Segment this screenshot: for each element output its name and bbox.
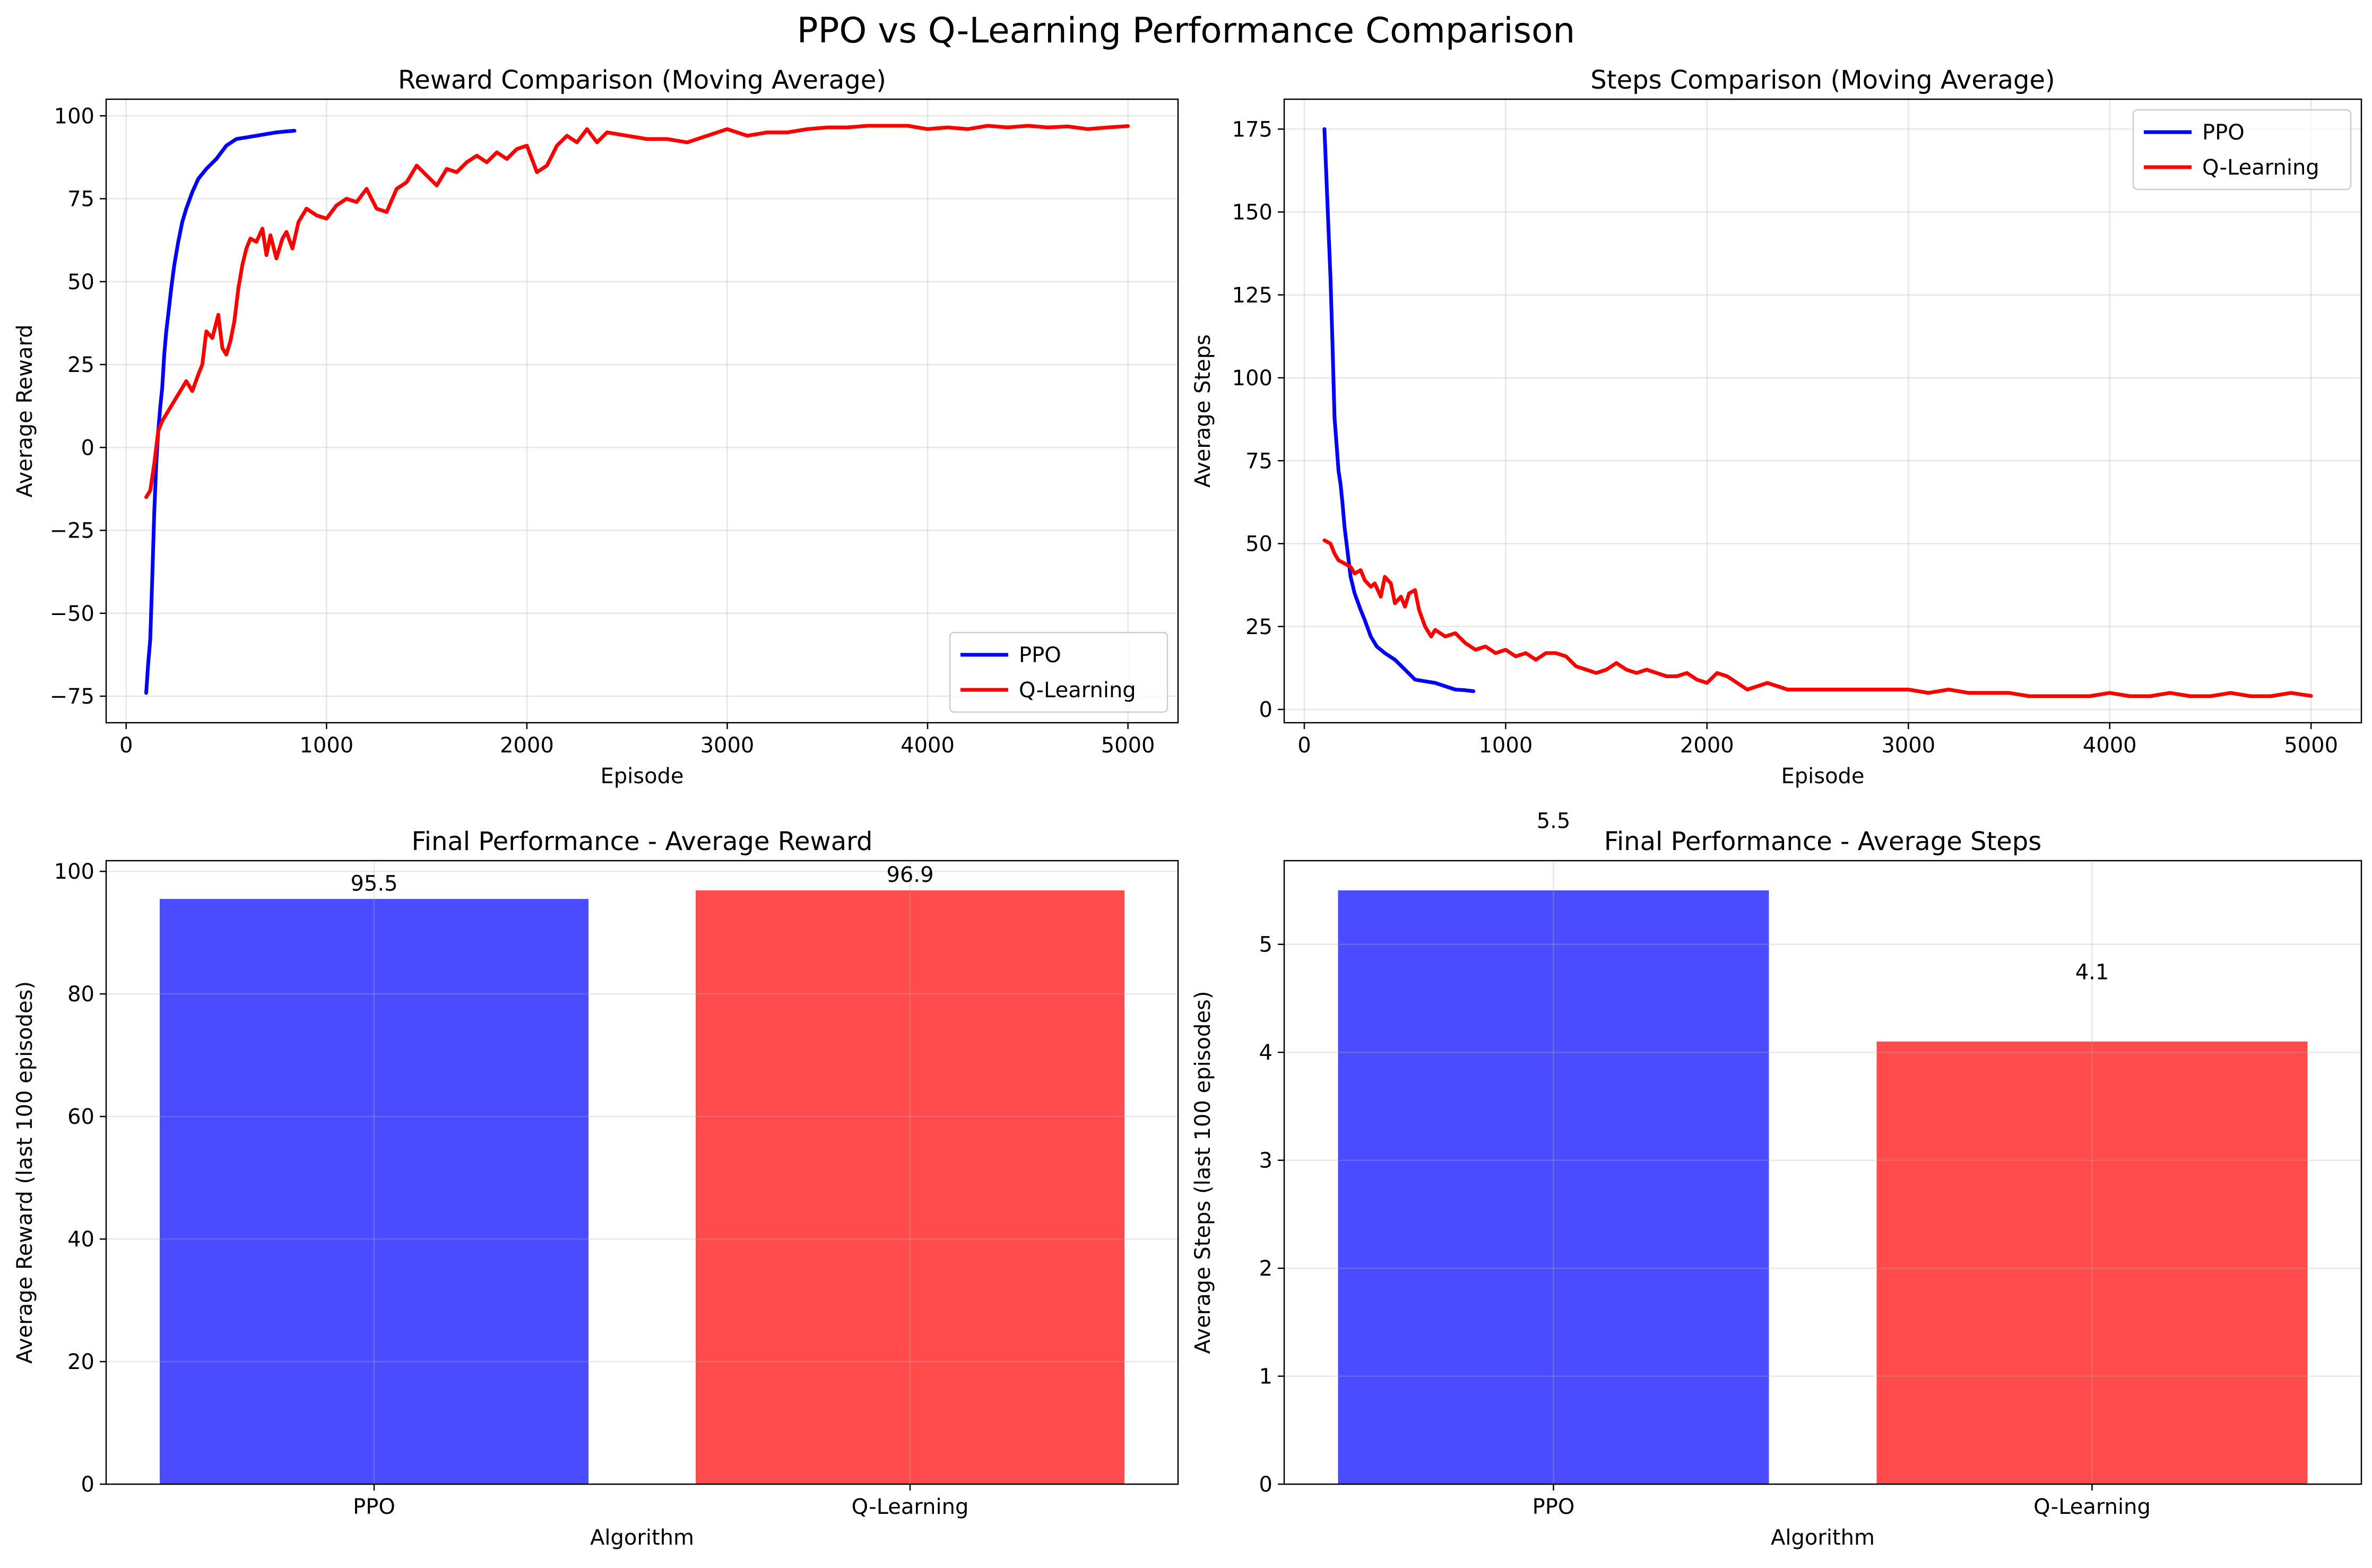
y-tick-label: 4 [1259,1041,1272,1065]
x-axis-label: Algorithm [1771,1526,1875,1550]
legend-frame [949,631,1168,713]
y-tick-label: 1 [1259,1365,1272,1389]
x-axis-label: Episode [600,764,683,789]
x-tick-label: 3000 [1881,733,1935,758]
figure-suptitle: PPO vs Q-Learning Performance Comparison [797,10,1575,51]
x-tick-label: 1000 [299,733,353,758]
y-axis-label: Average Steps [1191,334,1215,488]
bar-ppo [160,899,588,1484]
bar-value-label: 5.5 [1537,809,1571,833]
y-tick-label: 75 [67,187,94,212]
bar-q-learning [696,890,1124,1484]
x-tick-label: 5000 [2284,733,2338,758]
y-tick-label: 125 [1232,283,1272,308]
axes-frame [105,98,1179,724]
series-line-ppo [1322,127,1476,694]
axes-frame [105,860,1179,1485]
y-tick-label: 25 [67,353,94,377]
y-tick-label: 75 [1245,449,1272,473]
y-tick-label: 50 [1245,532,1272,557]
x-tick-label: 0 [119,733,133,758]
y-axis-label: Average Reward [13,325,37,498]
legend-label: PPO [1019,643,1061,668]
x-tick-label: 0 [1297,733,1311,758]
series-line-q-learning [144,124,1130,499]
y-tick-label: 0 [81,436,94,460]
y-tick-label: 3 [1259,1149,1272,1173]
y-tick-label: 60 [67,1105,94,1129]
bar-q-learning [1876,1041,2308,1484]
x-tick-label: 1000 [1478,733,1533,758]
y-tick-label: 25 [1245,615,1272,639]
x-tick-label: Q-Learning [2033,1495,2151,1519]
bar-value-label: 4.1 [2075,960,2109,984]
y-tick-label: 50 [67,270,94,294]
x-tick-label: 2000 [500,733,554,758]
legend-label: Q-Learning [1019,678,1136,703]
y-tick-label: 0 [1259,698,1272,722]
x-tick-label: 4000 [901,733,955,758]
y-tick-label: −50 [50,602,94,626]
series-line-q-learning [1322,538,2313,698]
chart-reward-bars: 95.5 96.9 0 20 40 60 80 100 PPO Q-Learning Final P… [13,827,1179,1550]
y-tick-label: 0 [1259,1472,1272,1497]
y-tick-label: 100 [54,860,94,884]
x-tick-label: PPO [353,1495,395,1519]
y-tick-label: 40 [67,1227,94,1252]
y-tick-label: 100 [54,104,94,128]
legend-label: PPO [2202,120,2245,145]
chart-steps-lines: 0 25 50 75 100 125 150 175 0 1000 2000 3000 4000 5000… [1191,65,2362,789]
y-tick-label: −75 [50,685,94,709]
x-axis-label: Episode [1781,764,1864,789]
y-tick-label: 20 [67,1350,94,1374]
y-tick-label: 100 [1232,366,1272,391]
axes-frame [1283,860,2362,1485]
y-axis-label: Average Steps (last 100 episodes) [1191,991,1215,1354]
x-tick-label: 4000 [2083,733,2137,758]
x-tick-label: 3000 [700,733,755,758]
y-tick-label: 2 [1259,1257,1272,1281]
legend-label: Q-Learning [2202,155,2319,180]
y-tick-label: 175 [1232,117,1272,142]
bar-ppo [1338,890,1769,1484]
y-tick-label: 5 [1259,933,1272,957]
y-tick-label: 80 [67,982,94,1007]
y-tick-label: 0 [81,1472,94,1497]
axes-frame [1283,98,2362,724]
x-tick-label: 5000 [1101,733,1155,758]
y-axis-label: Average Reward (last 100 episodes) [13,981,37,1364]
axes-title: Steps Comparison (Moving Average) [1590,65,2055,95]
series-line-ppo [144,128,297,695]
x-tick-label: PPO [1533,1495,1575,1519]
bar-value-label: 96.9 [886,863,933,887]
y-tick-label: 150 [1232,201,1272,225]
axes-title: Final Performance - Average Steps [1604,827,2042,856]
x-tick-label: Q-Learning [852,1495,969,1519]
legend: PPO Q-Learning [949,631,1168,713]
y-tick-label: −25 [50,519,94,543]
x-tick-label: 2000 [1680,733,1734,758]
axes-title: Final Performance - Average Reward [411,827,872,856]
legend-frame [2132,109,2352,190]
axes-title: Reward Comparison (Moving Average) [398,65,886,95]
legend: PPO Q-Learning [2132,109,2352,190]
bar-value-label: 95.5 [350,871,397,896]
chart-steps-bars: 5.5 4.1 0 1 2 3 4 5 PPO Q-Learning Final Performan… [1191,809,2362,1550]
x-axis-label: Algorithm [590,1526,694,1550]
